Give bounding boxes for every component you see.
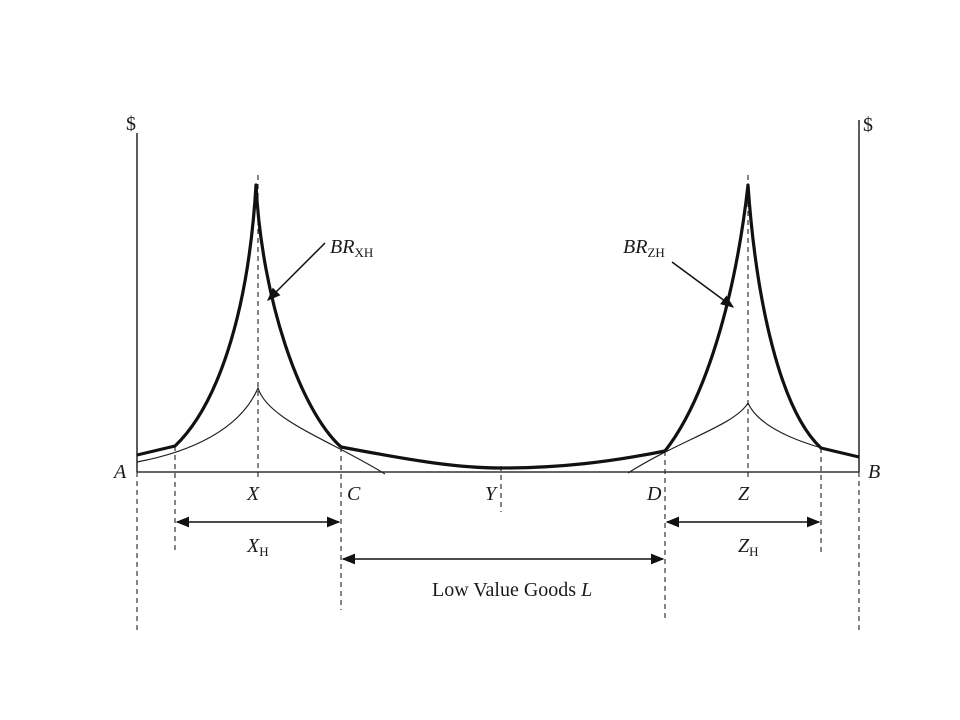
thin-curve-x xyxy=(136,386,386,475)
point-c-label: C xyxy=(347,483,361,505)
low-value-goods-label: Low Value Goods L xyxy=(432,579,592,601)
thin-curve-z xyxy=(627,401,860,474)
point-y-label: Y xyxy=(485,483,498,505)
right-axis-unit-label: $ xyxy=(863,114,873,136)
left-axis-unit-label: $ xyxy=(126,113,136,135)
low-value-envelope xyxy=(340,445,666,470)
br-zh-label: BRZH xyxy=(623,236,665,260)
point-b-label: B xyxy=(868,461,880,483)
zh-range-label: ZH xyxy=(738,535,759,559)
br-xh-label: BRXH xyxy=(330,236,373,260)
point-d-label: D xyxy=(646,483,662,505)
point-x-label: X xyxy=(246,483,260,505)
br-xh-curve xyxy=(136,183,343,457)
point-a-label: A xyxy=(112,461,127,483)
br-xh-pointer xyxy=(267,242,326,301)
br-zh-curve xyxy=(663,183,860,459)
br-zh-pointer xyxy=(671,261,735,308)
point-z-label: Z xyxy=(738,483,750,505)
xh-range-label: XH xyxy=(246,535,269,559)
